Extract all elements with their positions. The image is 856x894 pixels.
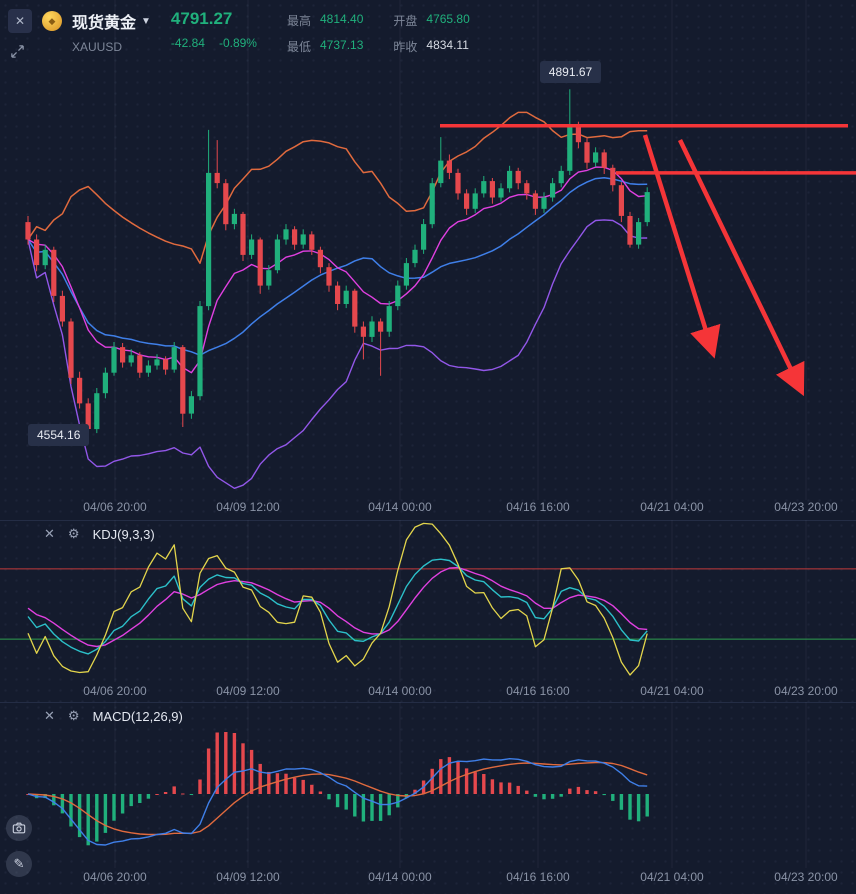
time-tick: 04/09 12:00 (216, 870, 280, 884)
macd-chart[interactable] (0, 702, 856, 894)
macd-dea-line (27, 761, 648, 836)
candles (25, 89, 650, 435)
ema-line (27, 166, 648, 374)
stat-value-0: 4814.40 (320, 12, 364, 26)
chart-header: ✕ ◆ 现货黄金 ▼ XAUUSD 4791.27 -42.84 -0.89% … (8, 9, 470, 55)
stat-label: 最高 (286, 14, 311, 28)
stat-value-3: 4834.11 (426, 38, 469, 52)
change-percent: -0.89% (218, 36, 257, 50)
kdj-d-line (27, 566, 648, 648)
time-tick: 04/23 20:00 (774, 870, 838, 884)
time-tick: 04/06 20:00 (83, 500, 147, 514)
time-tick: 04/23 20:00 (774, 684, 838, 698)
stat-label: 昨收 (393, 40, 418, 54)
time-axis-main: 04/06 20:00 04/09 12:00 04/14 00:00 04/16 1… (0, 500, 856, 516)
stat-high: 最高 4814.40 (287, 12, 363, 29)
stat-value-1: 4765.80 (426, 12, 470, 26)
stat-prev-close: 昨收 4834.11 (393, 38, 469, 55)
kdj-settings-icon[interactable]: ⚙ (67, 526, 80, 541)
camera-icon (12, 822, 26, 834)
stat-label: 最低 (286, 40, 311, 54)
macd-panel: ✕ ⚙ MACD(12,26,9) 04/06 20:00 04/09 12:00… (0, 702, 856, 894)
time-axis-macd: 04/06 20:00 04/09 12:00 04/14 00:00 04/16 1… (0, 870, 856, 886)
kdj-k-line (27, 558, 648, 655)
time-tick: 04/09 12:00 (216, 684, 280, 698)
time-tick: 04/14 00:00 (368, 684, 432, 698)
kdj-label: KDJ(9,3,3) (92, 526, 155, 542)
time-tick: 04/21 04:00 (640, 500, 704, 514)
symbol-code: XAUUSD (72, 40, 123, 54)
kdj-panel: ✕ ⚙ KDJ(9,3,3) 04/06 20:00 04/09 12:00 04/… (0, 520, 856, 703)
kdj-chart[interactable] (0, 520, 856, 702)
kdj-j-line (27, 522, 648, 676)
price-block: 4791.27 -42.84 -0.89% (171, 9, 257, 50)
symbol-name[interactable]: 现货黄金 (72, 15, 137, 32)
price-change: -42.84 -0.89% (171, 36, 257, 50)
macd-settings-icon[interactable]: ⚙ (67, 708, 80, 723)
gold-coin-icon: ◆ (42, 11, 62, 31)
time-tick: 04/06 20:00 (83, 684, 147, 698)
time-tick: 04/14 00:00 (368, 870, 432, 884)
time-tick: 04/21 04:00 (640, 684, 704, 698)
trend-arrow (677, 139, 805, 397)
macd-dif-line (27, 758, 648, 846)
time-tick: 04/16 16:00 (506, 500, 570, 514)
expand-chart-button[interactable] (10, 44, 25, 62)
symbol-block[interactable]: 现货黄金 ▼ XAUUSD (72, 9, 151, 54)
time-tick: 04/14 00:00 (368, 500, 432, 514)
stat-open: 开盘 4765.80 (393, 12, 469, 29)
bollinger-upper-line (27, 111, 648, 264)
kdj-header: ✕ ⚙ KDJ(9,3,3) (44, 526, 155, 542)
time-axis-kdj: 04/06 20:00 04/09 12:00 04/14 00:00 04/16 1… (0, 684, 856, 700)
pencil-icon: ✎ (13, 856, 25, 871)
main-chart-panel: ✕ ◆ 现货黄金 ▼ XAUUSD 4791.27 -42.84 -0.89% … (0, 0, 856, 521)
chart-tools: ✎ (6, 815, 32, 877)
time-tick: 04/16 16:00 (506, 870, 570, 884)
time-tick: 04/16 16:00 (506, 684, 570, 698)
high-price-label: 4891.67 (539, 61, 602, 84)
macd-close-button[interactable]: ✕ (44, 708, 55, 723)
ohlc-stats: 最高 4814.40 开盘 4765.80 最低 4737.13 昨收 4834… (287, 12, 470, 55)
time-tick: 04/21 04:00 (640, 870, 704, 884)
stat-low: 最低 4737.13 (287, 38, 363, 55)
time-tick: 04/23 20:00 (774, 500, 838, 514)
stat-label: 开盘 (393, 14, 418, 28)
low-price-label: 4554.16 (28, 424, 90, 446)
kdj-close-button[interactable]: ✕ (44, 526, 55, 541)
bollinger-lower-line (27, 219, 648, 489)
draw-button[interactable]: ✎ (6, 851, 32, 877)
candlestick-chart[interactable] (0, 0, 856, 520)
expand-icon (11, 45, 24, 58)
change-value: -42.84 (170, 36, 205, 50)
bollinger-mid-line (27, 177, 648, 356)
macd-label: MACD(12,26,9) (92, 708, 183, 724)
chevron-down-icon[interactable]: ▼ (141, 15, 151, 27)
stat-value-2: 4737.13 (320, 38, 364, 52)
macd-header: ✕ ⚙ MACD(12,26,9) (44, 708, 183, 724)
time-tick: 04/06 20:00 (83, 870, 147, 884)
time-tick: 04/09 12:00 (216, 500, 280, 514)
close-chart-button[interactable]: ✕ (8, 9, 32, 33)
last-price: 4791.27 (170, 9, 233, 28)
trend-arrow (642, 134, 721, 359)
macd-histogram (26, 732, 649, 846)
screenshot-button[interactable] (6, 815, 32, 841)
